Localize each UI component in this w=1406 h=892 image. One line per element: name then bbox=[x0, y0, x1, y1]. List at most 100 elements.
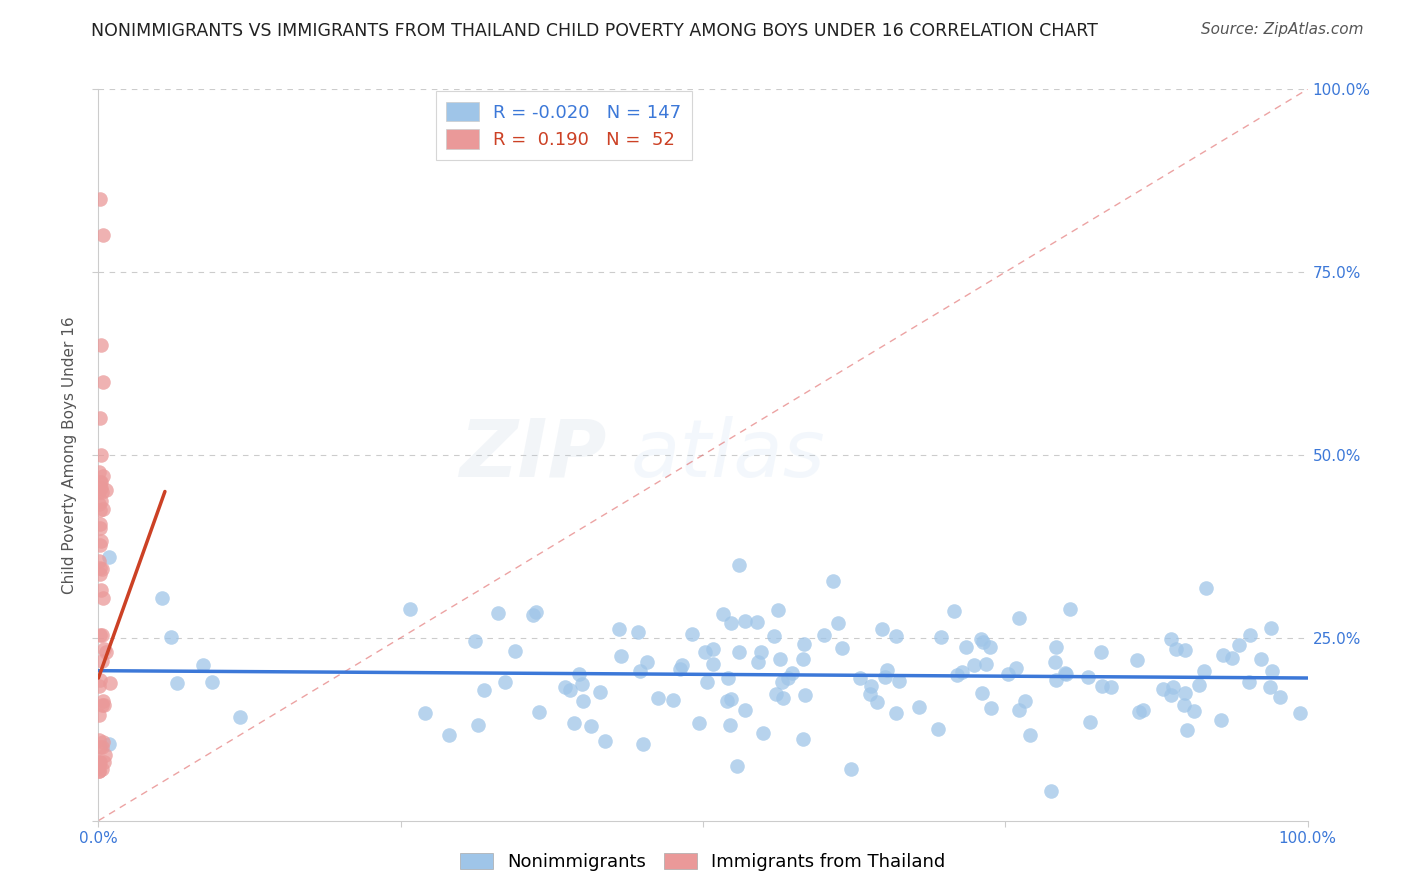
Point bbox=[1053, 666, 1076, 681]
Point bbox=[1039, 784, 1062, 798]
Point bbox=[503, 644, 526, 658]
Point bbox=[568, 667, 591, 681]
Point bbox=[1043, 655, 1066, 669]
Point bbox=[89, 764, 111, 778]
Point bbox=[89, 679, 111, 693]
Point bbox=[813, 628, 835, 642]
Point bbox=[89, 521, 111, 535]
Point bbox=[628, 664, 651, 678]
Point bbox=[89, 561, 111, 575]
Point bbox=[90, 628, 112, 642]
Point bbox=[87, 485, 110, 500]
Point bbox=[593, 734, 616, 748]
Point bbox=[91, 228, 114, 243]
Point bbox=[1128, 706, 1150, 720]
Point bbox=[522, 608, 544, 623]
Point bbox=[472, 683, 495, 698]
Point bbox=[91, 740, 114, 755]
Point bbox=[1195, 582, 1218, 596]
Point bbox=[766, 603, 789, 617]
Point bbox=[720, 718, 742, 732]
Point bbox=[90, 475, 112, 489]
Point bbox=[734, 614, 756, 628]
Point bbox=[1261, 664, 1284, 678]
Point bbox=[89, 411, 111, 425]
Point bbox=[589, 685, 612, 699]
Point bbox=[98, 676, 121, 690]
Point bbox=[1174, 686, 1197, 700]
Point bbox=[1174, 643, 1197, 657]
Point bbox=[626, 625, 648, 640]
Point bbox=[780, 665, 803, 680]
Point bbox=[681, 627, 703, 641]
Point bbox=[727, 558, 749, 573]
Point bbox=[610, 648, 633, 663]
Point bbox=[1160, 688, 1182, 702]
Point bbox=[849, 671, 872, 685]
Point bbox=[1090, 679, 1112, 693]
Point bbox=[160, 630, 183, 644]
Point bbox=[398, 601, 420, 615]
Point bbox=[1250, 651, 1272, 665]
Point bbox=[87, 708, 110, 723]
Point bbox=[90, 493, 112, 508]
Point bbox=[193, 657, 215, 672]
Point bbox=[1192, 664, 1215, 678]
Point bbox=[1222, 650, 1244, 665]
Point bbox=[1160, 632, 1182, 646]
Point bbox=[884, 629, 907, 643]
Point bbox=[688, 715, 710, 730]
Text: ZIP: ZIP bbox=[458, 416, 606, 494]
Point bbox=[89, 759, 111, 773]
Point bbox=[1212, 648, 1234, 662]
Point bbox=[87, 764, 110, 778]
Point bbox=[745, 615, 768, 630]
Point bbox=[96, 483, 118, 497]
Point bbox=[927, 722, 949, 736]
Point bbox=[696, 675, 718, 690]
Point bbox=[702, 641, 724, 656]
Point bbox=[1258, 680, 1281, 694]
Point bbox=[716, 694, 738, 708]
Point bbox=[91, 763, 114, 777]
Point bbox=[98, 550, 121, 565]
Point bbox=[976, 657, 998, 671]
Point bbox=[90, 482, 112, 496]
Point bbox=[980, 701, 1002, 715]
Point bbox=[776, 672, 799, 686]
Point bbox=[876, 664, 898, 678]
Point bbox=[90, 534, 112, 549]
Point bbox=[571, 677, 593, 691]
Point bbox=[1184, 704, 1206, 718]
Point bbox=[90, 338, 112, 352]
Point bbox=[1229, 638, 1251, 652]
Point bbox=[413, 706, 436, 720]
Point bbox=[633, 737, 655, 751]
Point bbox=[91, 502, 114, 516]
Point bbox=[668, 662, 690, 676]
Y-axis label: Child Poverty Among Boys Under 16: Child Poverty Among Boys Under 16 bbox=[62, 316, 77, 594]
Point bbox=[693, 645, 716, 659]
Point bbox=[1132, 703, 1154, 717]
Point bbox=[792, 652, 814, 666]
Point bbox=[1188, 678, 1211, 692]
Point bbox=[839, 762, 862, 776]
Point bbox=[89, 516, 111, 531]
Point bbox=[571, 694, 593, 708]
Point bbox=[662, 693, 685, 707]
Point bbox=[89, 538, 111, 552]
Point bbox=[1045, 640, 1067, 654]
Point bbox=[89, 756, 111, 770]
Point bbox=[562, 716, 585, 731]
Point bbox=[866, 695, 889, 709]
Point bbox=[1019, 727, 1042, 741]
Point bbox=[1014, 694, 1036, 708]
Legend: R = -0.020   N = 147, R =  0.190   N =  52: R = -0.020 N = 147, R = 0.190 N = 52 bbox=[436, 91, 692, 160]
Point bbox=[821, 574, 844, 589]
Point bbox=[762, 629, 785, 643]
Point bbox=[607, 622, 630, 636]
Text: atlas: atlas bbox=[630, 416, 825, 494]
Point bbox=[93, 755, 115, 769]
Point bbox=[90, 698, 112, 713]
Point bbox=[711, 607, 734, 622]
